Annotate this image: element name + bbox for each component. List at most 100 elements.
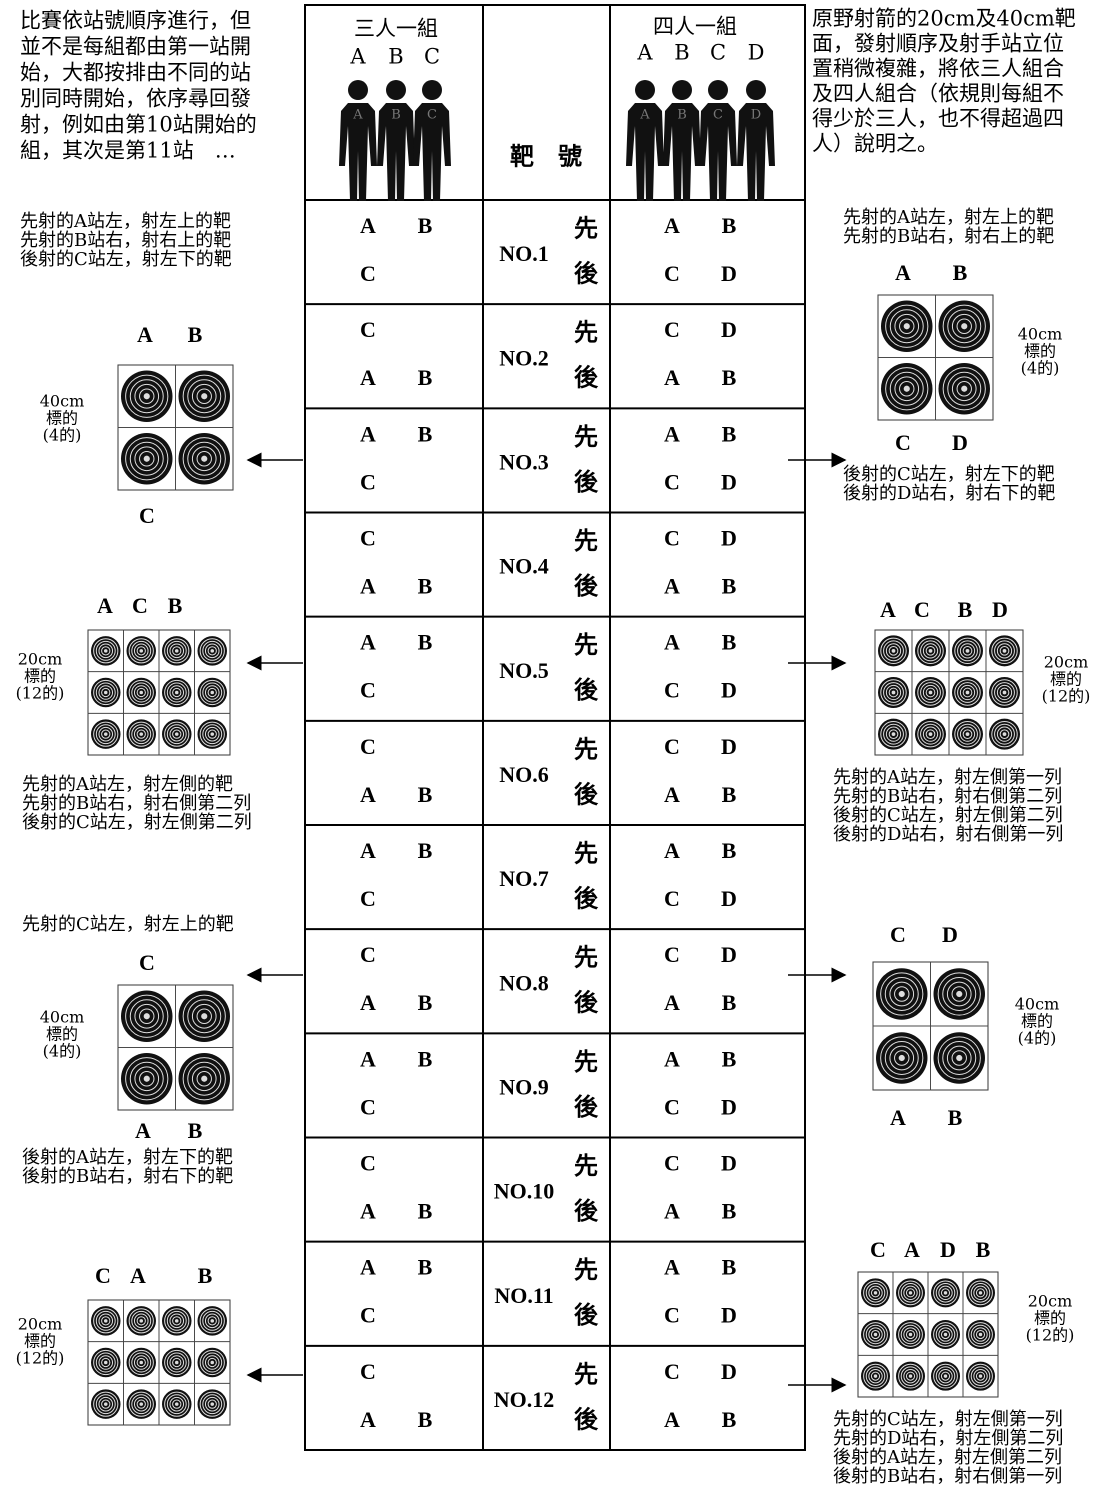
archer-letter: A xyxy=(360,574,376,599)
target-ring xyxy=(880,637,907,665)
target-ring xyxy=(870,1288,881,1298)
note-line: 先射的A站左，射左上的靶 xyxy=(20,211,231,232)
target-ring xyxy=(937,972,981,1016)
target-center xyxy=(873,1332,878,1337)
order-second: 後 xyxy=(574,1092,599,1121)
target-ring xyxy=(182,1057,226,1101)
note-line: 先射的D站右，射左側第二列 xyxy=(833,1428,1063,1449)
target-ring xyxy=(968,1322,993,1347)
target-size: (4的) xyxy=(43,1042,82,1061)
target-ring xyxy=(870,1329,881,1340)
target-ring xyxy=(101,687,111,698)
target-ring xyxy=(191,1066,217,1092)
target-center xyxy=(943,1291,948,1295)
target-ring xyxy=(98,1313,114,1329)
note-line: 先射的A站左，射左側的靶 xyxy=(22,774,233,795)
target-ring xyxy=(991,720,1018,748)
target-center xyxy=(210,1402,215,1406)
target-ring xyxy=(207,1357,217,1368)
archer-letter: C xyxy=(360,1303,376,1328)
target-ring xyxy=(204,1355,220,1370)
target-ring xyxy=(131,724,152,745)
target-ring xyxy=(922,684,939,701)
archer-body xyxy=(737,103,775,201)
target-ring xyxy=(868,1368,883,1384)
target-ring xyxy=(951,1050,967,1066)
target-ring xyxy=(994,640,1015,662)
table-border xyxy=(304,4,806,1451)
target-ring xyxy=(131,1310,152,1331)
target-ring xyxy=(129,1061,164,1096)
target-ring xyxy=(169,726,185,742)
target-center xyxy=(103,1360,108,1365)
target-number: NO.12 xyxy=(494,1387,555,1412)
target-size: 40cm xyxy=(40,1008,85,1027)
target-letter: B xyxy=(958,597,973,622)
target-letter: A xyxy=(904,1237,920,1262)
target-ring xyxy=(98,685,114,700)
archer-letter: D xyxy=(748,41,765,65)
archer-letter: D xyxy=(721,1359,737,1384)
note-line: 後射的C站左，射左側第二列 xyxy=(833,805,1063,826)
archer-letter: D xyxy=(721,1151,737,1176)
target-center xyxy=(201,393,208,400)
target-ring xyxy=(959,684,976,701)
target-size: 標的 xyxy=(1024,342,1056,361)
note-line: 後射的D站右，射右側第一列 xyxy=(833,824,1063,845)
target-ring xyxy=(199,721,225,747)
target-center xyxy=(174,1360,179,1365)
target-size: 標的 xyxy=(24,1332,56,1351)
archer-letter: B xyxy=(722,1046,737,1071)
target-ring xyxy=(970,1366,991,1386)
target-ring xyxy=(922,643,939,659)
target-center xyxy=(978,1374,983,1378)
intro-line: 始，大都按排由不同的站 xyxy=(20,61,251,85)
target-ring xyxy=(994,682,1015,703)
target-ring xyxy=(128,721,154,747)
target-ring xyxy=(935,1366,956,1386)
target-ring xyxy=(129,999,164,1034)
target-ring xyxy=(172,1357,182,1368)
target-ring xyxy=(202,1310,223,1331)
target-center xyxy=(965,690,970,695)
target-center xyxy=(174,1402,179,1406)
target-ring xyxy=(959,643,976,659)
target-ring xyxy=(999,687,1010,698)
target-center xyxy=(908,1332,913,1337)
target-center xyxy=(961,323,968,330)
target-ring xyxy=(134,1003,160,1029)
target-ring xyxy=(991,637,1018,665)
archer-body-letter: A xyxy=(352,108,363,123)
target-ring xyxy=(202,640,223,661)
archer-letter: C xyxy=(360,1094,376,1119)
target-ring xyxy=(900,1366,921,1386)
target-ring xyxy=(951,313,977,339)
archer-letter: C xyxy=(360,942,376,967)
target-center xyxy=(139,1360,144,1365)
target-ring xyxy=(933,1363,958,1389)
target-number: NO.8 xyxy=(499,970,549,995)
order-second: 後 xyxy=(574,259,599,288)
target-ring xyxy=(883,723,904,745)
order-first: 先 xyxy=(574,1047,598,1076)
note-line: 先射的A站左，射左上的靶 xyxy=(843,207,1054,228)
archer-letter: A xyxy=(664,365,680,390)
target-letter: B xyxy=(198,1263,213,1288)
target-ring xyxy=(868,1285,883,1301)
target-ring xyxy=(951,986,967,1002)
target-cell xyxy=(962,1354,999,1398)
target-number: NO.1 xyxy=(499,241,549,266)
target-ring xyxy=(134,1066,160,1092)
archer-letter: B xyxy=(722,838,737,863)
archer-body-letter: B xyxy=(677,108,687,123)
target-ring xyxy=(98,1396,114,1412)
target-ring xyxy=(164,679,190,706)
target-ring xyxy=(900,1324,921,1345)
archer-head xyxy=(386,80,406,100)
target-ring xyxy=(957,640,978,662)
target-letter: D xyxy=(940,1237,956,1262)
target-letter: C xyxy=(890,922,906,947)
target-letter: C xyxy=(139,950,155,975)
target-ring xyxy=(863,1322,888,1347)
target-number: NO.10 xyxy=(494,1179,555,1204)
